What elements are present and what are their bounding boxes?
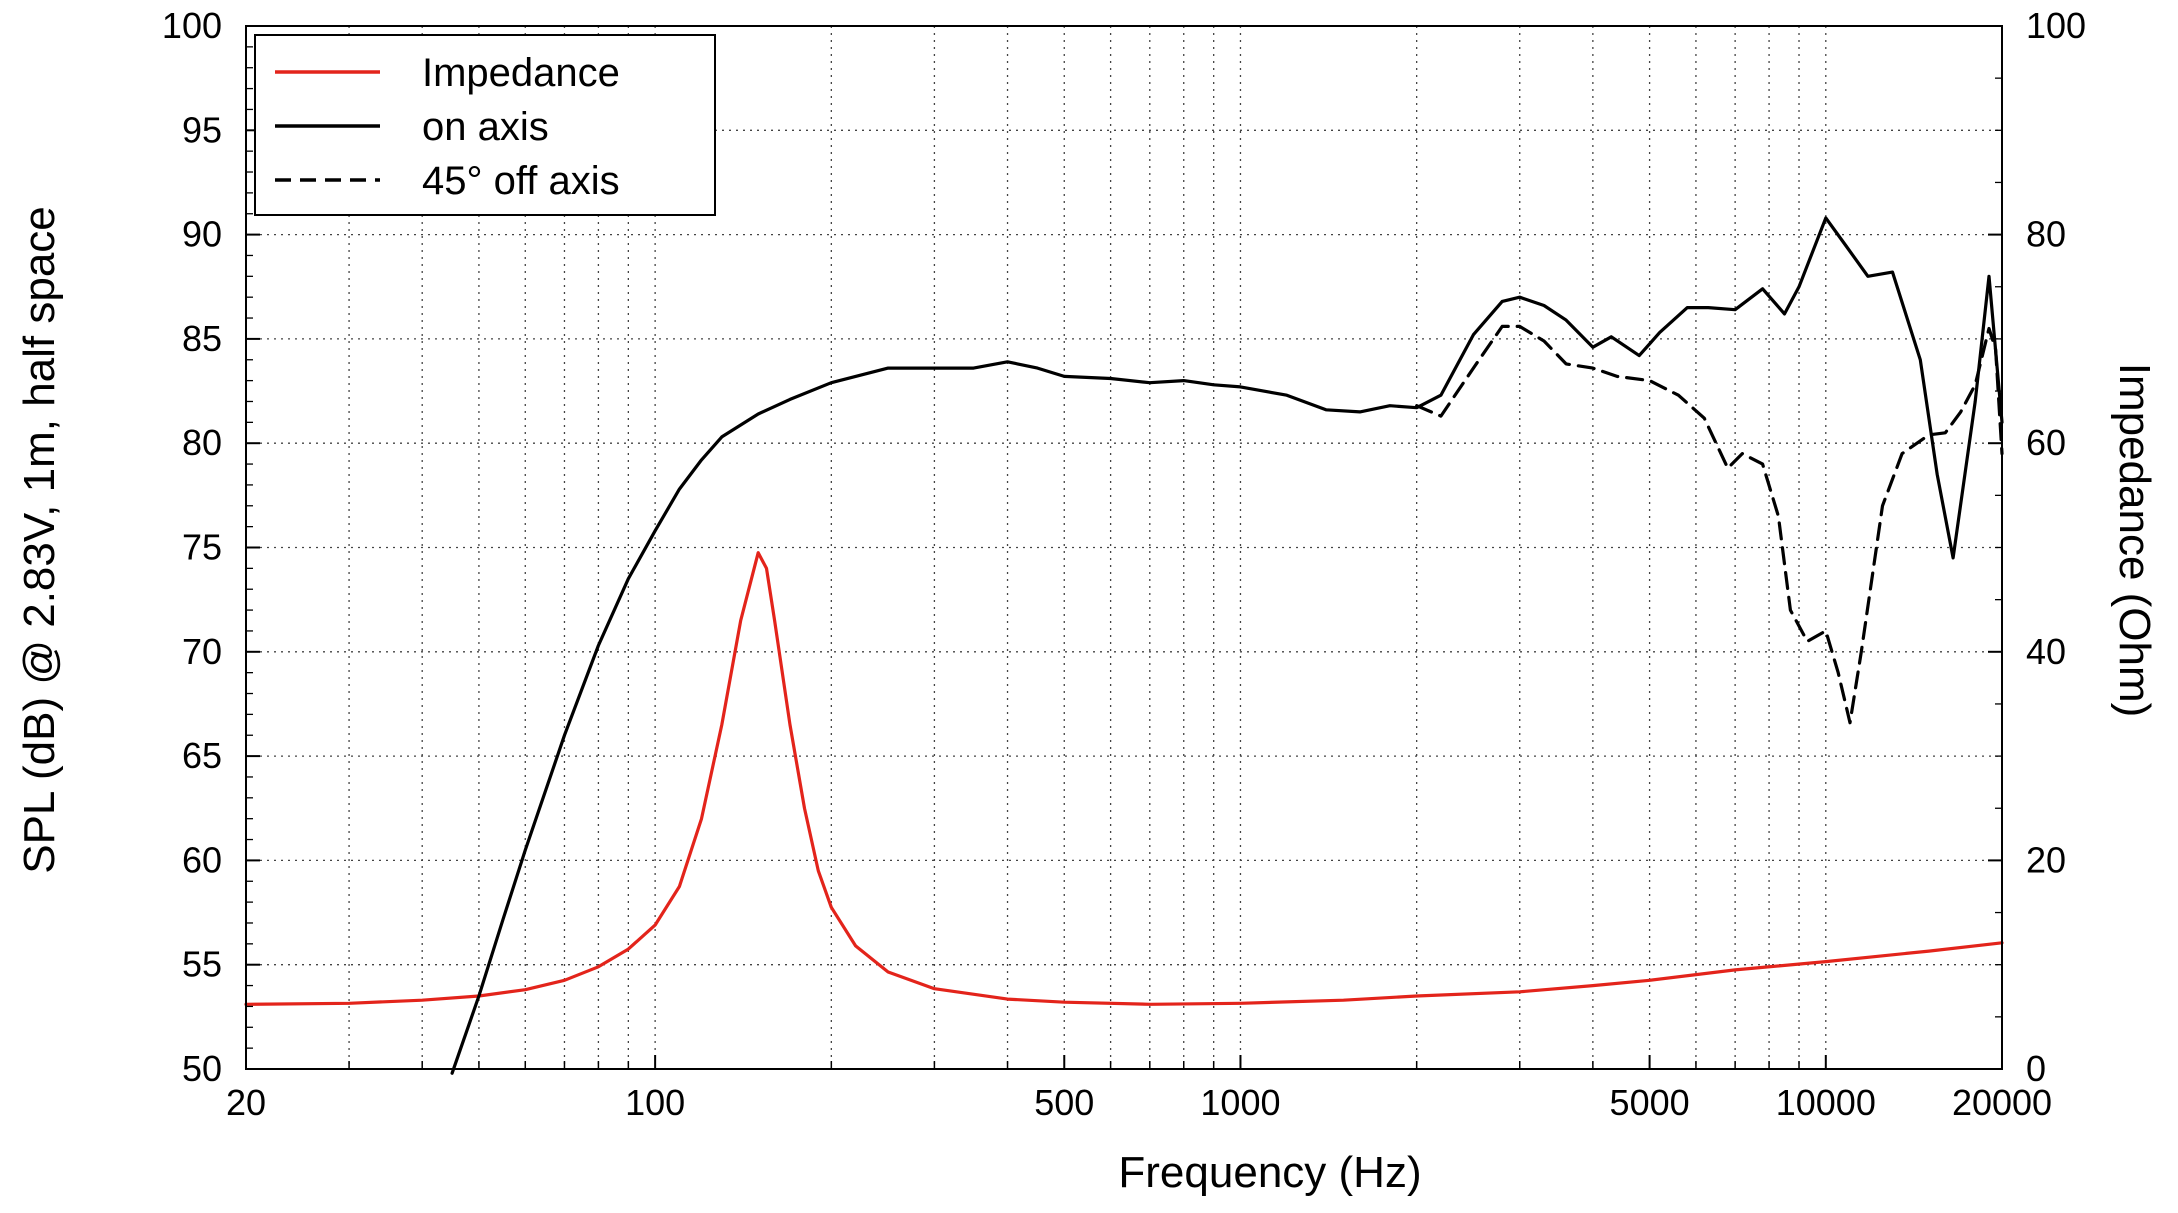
- legend: Impedance on axis 45° off axis: [254, 34, 716, 216]
- y-axis-title: SPL (dB) @ 2.83V, 1m, half space: [15, 206, 64, 874]
- y-tick-label: 90: [182, 214, 222, 255]
- y-tick-label: 70: [182, 631, 222, 672]
- y2-tick-label: 80: [2026, 214, 2066, 255]
- y2-tick-label: 40: [2026, 631, 2066, 672]
- y-tick-label: 80: [182, 422, 222, 463]
- plot-series: [244, 216, 2004, 1075]
- y-tick-label: 55: [182, 944, 222, 985]
- series-line-45-off-axis: [1415, 324, 2004, 725]
- series-line-impedance: [244, 551, 2004, 1006]
- legend-label-on-axis: on axis: [422, 105, 549, 149]
- x-tick-label: 1000: [1200, 1082, 1280, 1123]
- y2-tick-label: 60: [2026, 422, 2066, 463]
- x-tick-label: 20: [226, 1082, 266, 1123]
- legend-label-impedance: Impedance: [422, 51, 620, 95]
- x-tick-label: 5000: [1610, 1082, 1690, 1123]
- x-tick-label: 500: [1034, 1082, 1094, 1123]
- y-tick-label: 100: [162, 5, 222, 46]
- series-line-on-axis: [450, 216, 2004, 1075]
- y-tick-label: 75: [182, 527, 222, 568]
- y-tick-label: 60: [182, 839, 222, 880]
- x-axis-title: Frequency (Hz): [1118, 1148, 1421, 1197]
- legend-label-off-axis: 45° off axis: [422, 159, 620, 203]
- y2-tick-label: 100: [2026, 5, 2086, 46]
- x-tick-label: 20000: [1952, 1082, 2052, 1123]
- y2-tick-label: 20: [2026, 839, 2066, 880]
- grid: [246, 26, 2002, 1069]
- y-tick-label: 50: [182, 1048, 222, 1089]
- axis-ticks: 20 100 500 1000 5000 10000 2000050556065707580…: [162, 5, 2086, 1123]
- y-tick-label: 85: [182, 318, 222, 359]
- x-tick-label: 100: [625, 1082, 685, 1123]
- y-tick-label: 95: [182, 109, 222, 150]
- x-tick-label: 10000: [1776, 1082, 1876, 1123]
- y2-tick-label: 0: [2026, 1048, 2046, 1089]
- y-tick-label: 65: [182, 735, 222, 776]
- y2-axis-title: Impedance (Ohm): [2110, 363, 2159, 718]
